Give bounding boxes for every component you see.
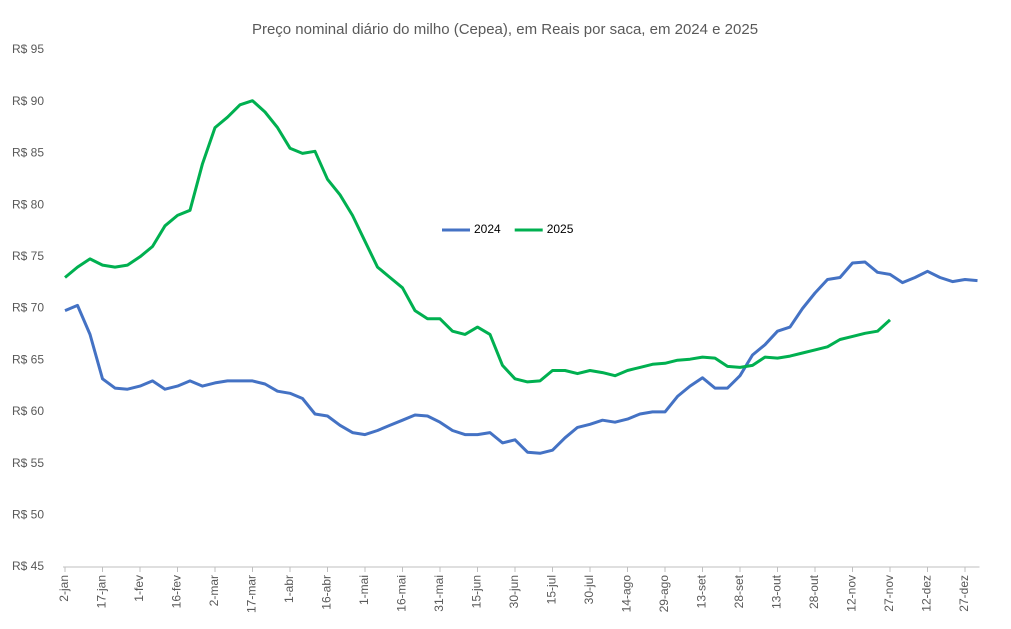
y-tick-label: R$ 55 [12,456,44,470]
x-tick-label: 27-dez [957,575,971,612]
x-tick-label: 28-set [732,574,746,608]
x-tick-label: 12-dez [920,575,934,612]
series-line [64,260,978,455]
y-tick-label: R$ 95 [12,42,44,56]
x-tick-label: 15-jul [545,575,559,604]
legend-label: 2024 [474,222,501,236]
x-tick-label: 12-nov [845,575,859,612]
y-tick-label: R$ 65 [12,352,44,366]
x-tick-label: 16-mai [395,575,409,612]
x-tick-label: 15-jun [470,575,484,608]
x-tick-label: 1-fev [132,575,146,602]
x-tick-label: 1-mai [357,575,371,605]
x-tick-label: 29-ago [657,575,671,613]
y-tick-label: R$ 85 [12,146,44,160]
x-tick-label: 13-out [770,574,784,609]
series-line [64,99,892,384]
x-tick-label: 27-nov [882,575,896,612]
x-tick-label: 16-fev [170,575,184,608]
x-tick-label: 17-mar [245,575,259,613]
legend-label: 2025 [547,222,574,236]
y-tick-label: R$ 80 [12,197,44,211]
x-tick-label: 30-jun [507,575,521,608]
x-tick-label: 28-out [807,574,821,609]
x-tick-label: 13-set [695,574,709,608]
y-tick-label: R$ 70 [12,301,44,315]
y-tick-label: R$ 90 [12,94,44,108]
x-tick-label: 2-mar [207,575,221,606]
y-tick-label: R$ 75 [12,249,44,263]
x-tick-label: 16-abr [320,575,334,610]
x-tick-label: 2-jan [57,575,71,602]
x-tick-label: 14-ago [620,575,634,613]
x-tick-label: 30-jul [582,575,596,604]
y-tick-label: R$ 50 [12,507,44,521]
y-tick-label: R$ 45 [12,559,44,573]
y-tick-label: R$ 60 [12,404,44,418]
x-tick-label: 31-mai [432,575,446,612]
x-tick-label: 1-abr [282,575,296,603]
x-tick-label: 17-jan [95,575,109,608]
chart-title: Preço nominal diário do milho (Cepea), e… [252,21,758,38]
